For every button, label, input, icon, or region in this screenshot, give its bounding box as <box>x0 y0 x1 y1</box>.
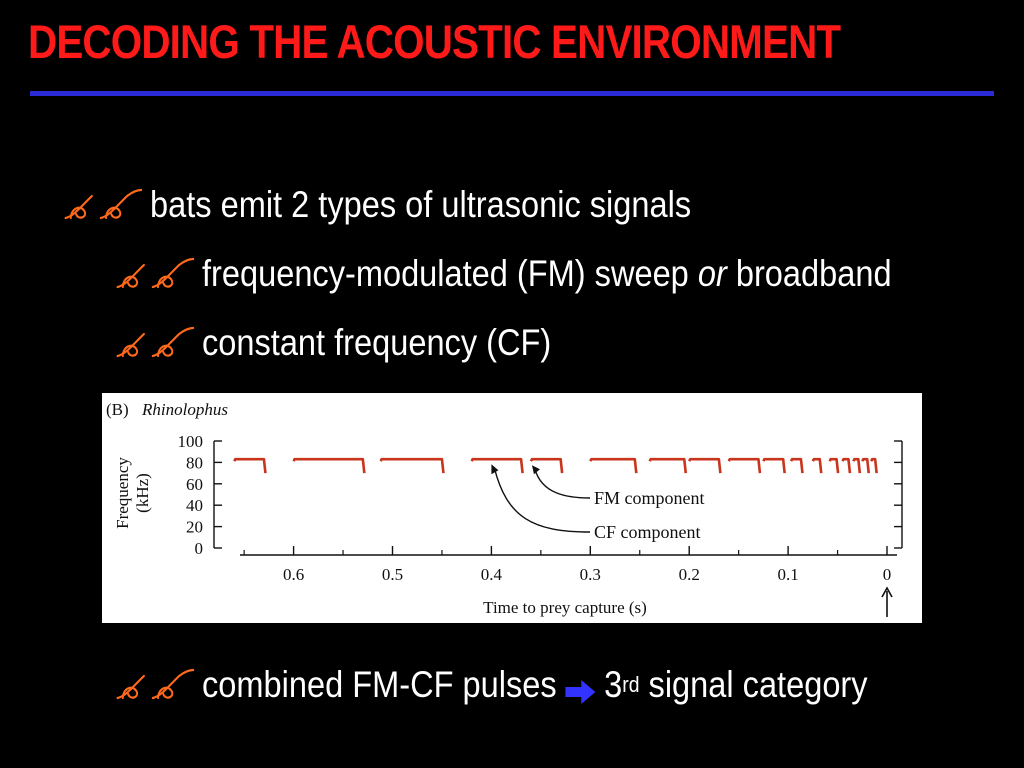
y-tick-label: 40 <box>186 496 203 515</box>
y-tick-label: 60 <box>186 475 203 494</box>
pulse-mark <box>233 457 267 474</box>
y-axis-label-line1: Frequency <box>113 457 132 529</box>
x-tick-label: 0 <box>883 565 892 584</box>
right-arrow-icon <box>564 672 597 704</box>
cf-leader-line <box>493 468 591 533</box>
bullet-text-2-before: frequency-modulated (FM) sweep <box>202 253 698 294</box>
bullet-text-4-before: combined FM-CF pulses <box>202 664 557 705</box>
y-tick-label: 20 <box>186 518 203 537</box>
pulse-mark <box>841 457 852 474</box>
bullet-item-2: frequency-modulated (FM) sweep or broadb… <box>114 253 892 295</box>
pulse-mark <box>292 457 366 474</box>
chart-title: Rhinolophus <box>141 400 228 419</box>
bullet-text-4-number: 3 <box>604 664 623 705</box>
pulse-mark <box>861 457 871 474</box>
up-arrow-icon <box>881 586 893 617</box>
y-tick-label: 80 <box>186 453 203 472</box>
bullet-text-1: bats emit 2 types of ultrasonic signals <box>150 184 692 225</box>
bullet-item-3: constant frequency (CF) <box>114 322 551 364</box>
panel-label: (B) <box>106 400 129 419</box>
pulse-mark <box>811 457 823 474</box>
x-tick-label: 0.2 <box>679 565 700 584</box>
x-tick-label: 0.5 <box>382 565 403 584</box>
fm-leader-arrowhead <box>531 465 540 475</box>
y-tick-label: 100 <box>178 432 204 451</box>
fm-annotation: FM component <box>594 488 705 508</box>
pulse-mark <box>688 457 722 474</box>
pulse-mark <box>727 457 762 474</box>
slide-title: DECODING THE ACOUSTIC ENVIRONMENT <box>28 15 841 68</box>
pulse-mark <box>589 457 638 474</box>
pulse-mark <box>529 457 564 474</box>
y-axis-label-line2: (kHz) <box>133 473 152 513</box>
title-rule <box>30 91 994 96</box>
pulse-mark <box>379 457 445 474</box>
x-tick-label: 0.1 <box>777 565 798 584</box>
bullet-text-3: constant frequency (CF) <box>202 322 552 363</box>
bullet-text-2-italic: or <box>697 253 727 294</box>
pulse-mark <box>870 457 878 474</box>
cf-leader-arrowhead <box>491 464 499 475</box>
x-axis-label: Time to prey capture (s) <box>483 598 647 617</box>
double-swirl-icon <box>114 326 195 360</box>
x-tick-label: 0.6 <box>283 565 304 584</box>
bullet-text-4-superscript: rd <box>622 672 640 697</box>
pulse-mark <box>852 457 862 474</box>
x-tick-label: 0.3 <box>580 565 601 584</box>
fm-leader-line <box>534 468 591 499</box>
pulse-mark <box>648 457 688 474</box>
double-swirl-icon <box>62 188 143 222</box>
double-swirl-icon <box>114 257 195 291</box>
pulse-mark <box>470 457 524 474</box>
bullet-text-2-after: broadband <box>726 253 892 294</box>
y-tick-label: 0 <box>195 539 204 558</box>
chart: (B) Rhinolophus Frequency (kHz) Time to … <box>106 400 903 617</box>
double-swirl-icon <box>114 668 195 702</box>
bullet-text-4-after: signal category <box>639 664 868 705</box>
bullet-item-1: bats emit 2 types of ultrasonic signals <box>62 184 691 226</box>
pulse-mark <box>828 457 840 474</box>
x-tick-label: 0.4 <box>481 565 503 584</box>
figure-panel: (B) Rhinolophus Frequency (kHz) Time to … <box>102 393 922 623</box>
pulse-mark <box>789 457 804 474</box>
pulse-mark <box>762 457 786 474</box>
cf-annotation: CF component <box>594 522 701 542</box>
